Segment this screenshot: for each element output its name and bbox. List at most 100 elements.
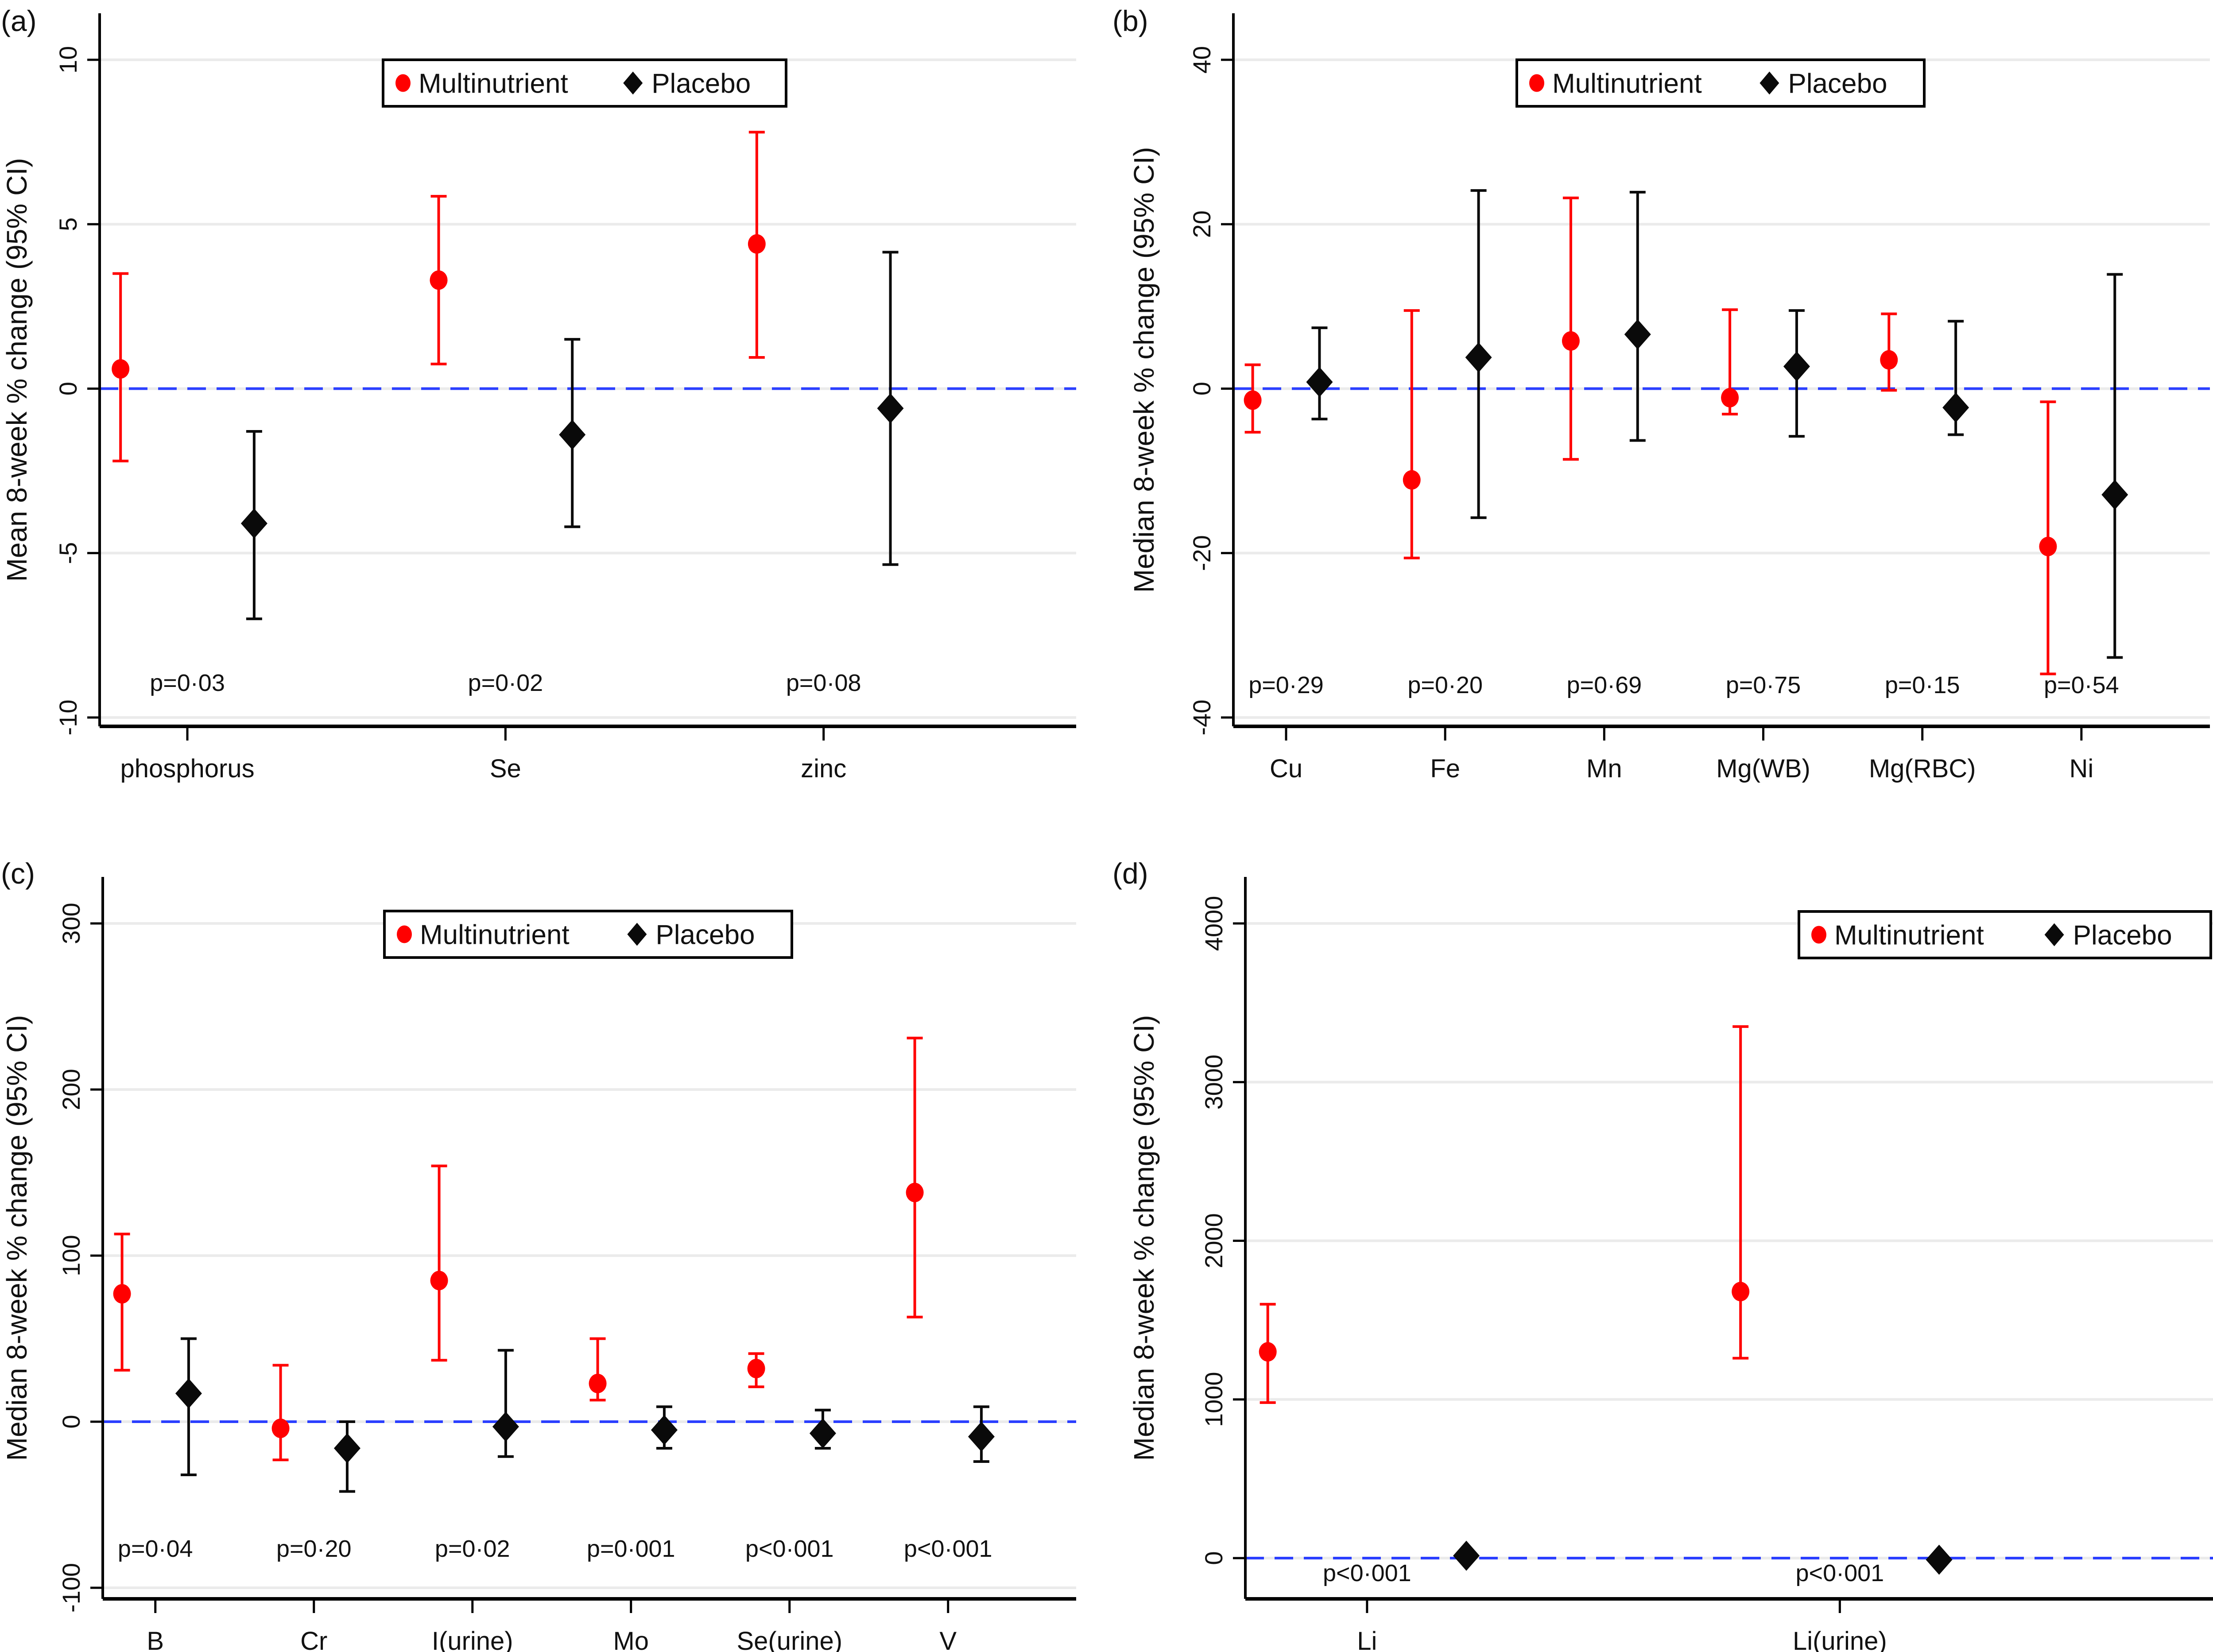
x-tick-label: zinc (801, 754, 846, 783)
x-tick-label: Fe (1430, 754, 1460, 783)
placebo-point-v (968, 1405, 995, 1463)
placebo-point-b (175, 1337, 202, 1476)
legend-placebo-label: Placebo (651, 69, 751, 99)
marker-diamond (333, 1433, 360, 1463)
legend-box (383, 910, 793, 959)
x-tick-label: phosphorus (120, 754, 254, 783)
legend-box (1798, 910, 2212, 959)
placebo-point-fe (1465, 189, 1492, 519)
p-value-label: p=0·001 (587, 1536, 675, 1562)
panel-b: (b) -40 -20 0 20 40 Median 8-week % change (95… (1112, 4, 2210, 783)
p-value-label: p=0·04 (118, 1536, 193, 1562)
panel-d: (d) 0 1000 2000 3000 4000 Median 8-week % chan… (1112, 857, 2213, 1652)
y-tick-label: -5 (54, 542, 82, 564)
y-tick-label: -20 (1188, 535, 1216, 571)
marker-diamond (240, 508, 267, 539)
x-tick-label: V (939, 1627, 957, 1652)
multinutrient-point-mn (1562, 196, 1580, 461)
legend: Multinutrient Placebo (383, 910, 793, 959)
legend-placebo-label: Placebo (1788, 69, 1887, 99)
y-tick-label: 0 (1188, 382, 1216, 396)
marker-diamond (2101, 479, 2128, 510)
marker-circle (747, 1359, 765, 1378)
multinutrient-point-li (1259, 1303, 1277, 1404)
multinutrient-point-mg-wb- (1721, 308, 1739, 416)
placebo-point-cu (1306, 326, 1333, 421)
p-value-label: p<0·001 (1323, 1560, 1411, 1586)
multinutrient-point-phosphorus (112, 272, 130, 462)
x-tick-label: Mo (613, 1627, 649, 1652)
legend-placebo-icon (627, 923, 647, 946)
p-value-label: p=0·15 (1885, 672, 1960, 698)
x-tick-label: Cu (1270, 754, 1302, 783)
marker-circle (1721, 388, 1739, 407)
placebo-point-cr (333, 1420, 360, 1493)
placebo-point-se (559, 338, 586, 528)
marker-diamond (968, 1421, 995, 1452)
marker-diamond (492, 1412, 519, 1442)
y-tick-label: -10 (54, 700, 82, 736)
legend-multinutrient-label: Multinutrient (419, 69, 568, 99)
placebo-point-se-urine- (809, 1408, 836, 1450)
marker-diamond (559, 419, 586, 450)
marker-circle (906, 1183, 924, 1202)
marker-circle (113, 1284, 131, 1304)
y-tick-label: 20 (1188, 210, 1216, 238)
multinutrient-point-cr (271, 1364, 290, 1462)
legend-multinutrient-icon (1811, 926, 1826, 944)
p-value-label: p=0·54 (2044, 672, 2119, 698)
marker-diamond (1942, 392, 1969, 423)
legend: Multinutrient Placebo (1798, 910, 2212, 959)
x-tick-label: Se(urine) (736, 1627, 842, 1652)
placebo-point-ni (2101, 273, 2128, 659)
y-tick-label: 4000 (1200, 896, 1228, 951)
p-value-label: p=0·08 (786, 670, 861, 696)
multinutrient-point-zinc (748, 131, 766, 359)
marker-diamond (175, 1378, 202, 1409)
legend-placebo-label: Placebo (655, 920, 755, 950)
panel-letter: (a) (1, 4, 37, 37)
placebo-point-i-urine- (492, 1349, 519, 1458)
legend-multinutrient-label: Multinutrient (1834, 920, 1984, 951)
placebo-point-phosphorus (240, 430, 267, 620)
legend-placebo-icon (623, 71, 643, 95)
marker-diamond (1624, 319, 1651, 349)
y-axis-title: Median 8-week % change (95% CI) (1128, 1015, 1160, 1461)
placebo-point-mn (1624, 190, 1651, 442)
y-tick-label: -100 (57, 1563, 85, 1613)
p-value-label: p=0·20 (276, 1536, 352, 1562)
placebo-point-li (1453, 1540, 1480, 1571)
y-tick-label: -40 (1188, 700, 1216, 736)
panel-letter: (c) (1, 857, 35, 890)
x-tick-label: Mg(RBC) (1869, 754, 1976, 783)
x-tick-label: Ni (2069, 754, 2093, 783)
y-tick-label: 40 (1188, 46, 1216, 74)
legend-placebo-icon (2044, 923, 2064, 946)
p-value-label: p<0·001 (745, 1536, 834, 1562)
legend: Multinutrient Placebo (382, 58, 787, 108)
p-value-label: p=0·69 (1567, 672, 1642, 698)
panel-letter: (b) (1112, 4, 1148, 37)
x-tick-label: Li (1357, 1627, 1377, 1652)
y-tick-label: 300 (57, 903, 85, 944)
panel-letter: (d) (1112, 857, 1148, 890)
multinutrient-point-se-urine- (747, 1352, 765, 1388)
marker-diamond (651, 1415, 678, 1445)
marker-circle (1562, 331, 1580, 351)
legend-multinutrient-label: Multinutrient (420, 920, 570, 950)
marker-circle (748, 234, 766, 254)
placebo-point-mo (651, 1405, 678, 1450)
multinutrient-point-ni (2039, 400, 2057, 675)
y-tick-label: 5 (54, 217, 82, 231)
y-tick-label: 2000 (1200, 1213, 1228, 1268)
marker-circle (1732, 1282, 1750, 1302)
x-tick-label: Se (490, 754, 521, 783)
y-axis-title: Mean 8-week % change (95% CI) (1, 158, 33, 582)
multinutrient-point-v (906, 1036, 924, 1318)
marker-circle (271, 1419, 290, 1438)
x-tick-label: Cr (300, 1627, 327, 1652)
marker-circle (112, 359, 130, 379)
x-tick-label: Li(urine) (1793, 1627, 1887, 1652)
multinutrient-point-mg-rbc- (1880, 312, 1898, 392)
marker-diamond (877, 393, 904, 424)
